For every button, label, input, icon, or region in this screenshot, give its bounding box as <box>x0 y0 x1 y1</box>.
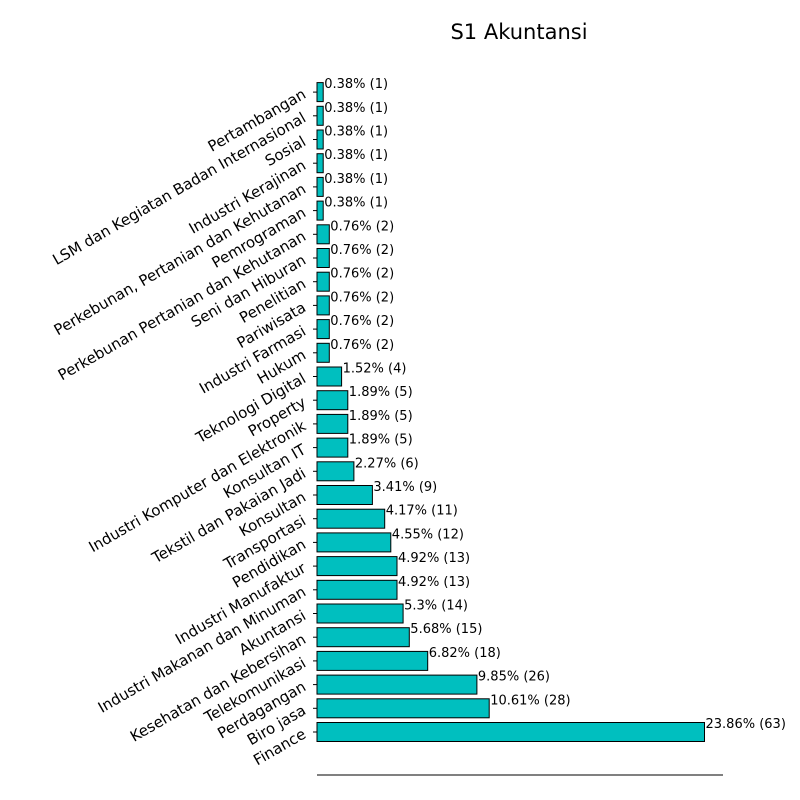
bar <box>316 579 398 600</box>
data-label: 0.38% (1) <box>324 125 388 140</box>
bar <box>316 532 392 553</box>
data-label: 0.38% (1) <box>324 148 388 163</box>
bar <box>316 82 324 103</box>
bar <box>316 105 324 126</box>
bar <box>316 461 355 482</box>
data-label: 1.89% (5) <box>349 433 413 448</box>
data-label: 10.61% (28) <box>490 693 570 708</box>
chart-title: S1 Akuntansi <box>450 20 587 44</box>
bar <box>316 200 324 221</box>
data-label: 4.17% (11) <box>386 504 458 519</box>
data-label: 0.76% (2) <box>330 267 394 282</box>
data-label: 0.38% (1) <box>324 77 388 92</box>
bar <box>316 437 349 458</box>
bar <box>316 556 398 577</box>
bar <box>316 722 705 742</box>
bar <box>316 390 349 411</box>
bar <box>316 295 330 316</box>
data-labels-group: 23.86% (63) 10.61% (28) 9.85% (26) 6.82% (1… <box>324 77 786 732</box>
data-label: 5.68% (15) <box>410 622 482 637</box>
bar <box>316 485 373 505</box>
data-label: 1.52% (4) <box>343 362 407 377</box>
bar <box>316 224 330 245</box>
data-label: 0.76% (2) <box>330 314 394 329</box>
data-label: 0.76% (2) <box>330 243 394 258</box>
bar <box>316 342 330 363</box>
data-label: 3.41% (9) <box>373 480 437 495</box>
data-label: 1.89% (5) <box>349 385 413 400</box>
data-label: 4.92% (13) <box>398 575 470 590</box>
bar <box>316 698 490 719</box>
bar <box>316 603 404 624</box>
data-label: 0.76% (2) <box>330 290 394 305</box>
data-label: 0.38% (1) <box>324 172 388 187</box>
bar <box>316 508 386 529</box>
bar <box>316 271 330 292</box>
bar <box>316 319 330 340</box>
data-label: 4.55% (12) <box>392 527 464 542</box>
bar <box>316 366 343 387</box>
data-label: 23.86% (63) <box>706 717 786 732</box>
bar <box>316 650 429 671</box>
bar <box>316 248 330 268</box>
bar <box>316 176 324 197</box>
bar <box>316 129 324 150</box>
bar <box>316 413 349 434</box>
bar <box>316 627 410 648</box>
data-label: 9.85% (26) <box>478 670 550 685</box>
data-label: 0.76% (2) <box>330 338 394 353</box>
data-label: 1.89% (5) <box>349 409 413 424</box>
data-label: 0.38% (1) <box>324 101 388 116</box>
bar <box>316 674 478 695</box>
bar <box>316 153 324 174</box>
data-label: 5.3% (14) <box>404 599 468 614</box>
data-label: 2.27% (6) <box>355 456 419 471</box>
data-label: 0.76% (2) <box>330 219 394 234</box>
data-label: 6.82% (18) <box>429 646 501 661</box>
data-label: 0.38% (1) <box>324 196 388 211</box>
data-label: 4.92% (13) <box>398 551 470 566</box>
